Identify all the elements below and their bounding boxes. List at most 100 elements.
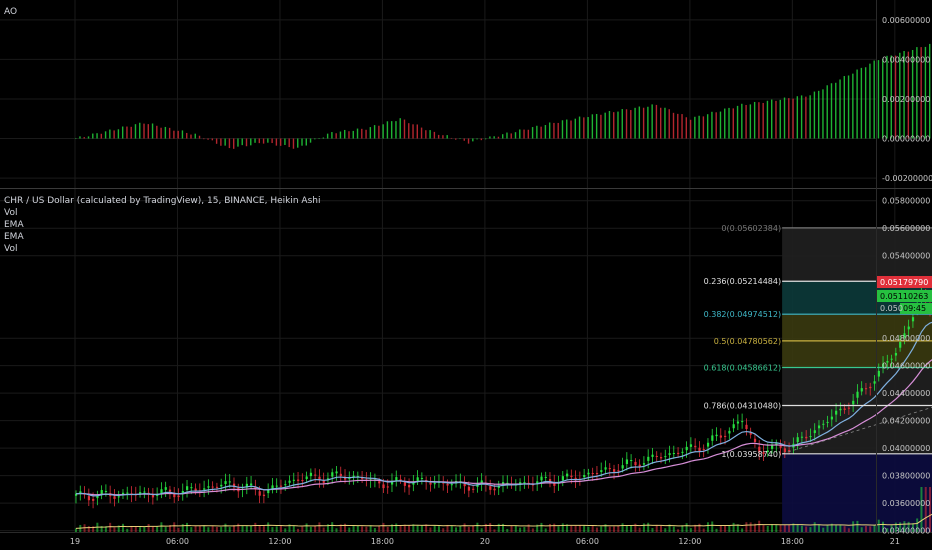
ao-bar <box>203 138 205 140</box>
ao-legend[interactable]: AO <box>4 7 17 17</box>
price-axis-tick: 0.03600000 <box>882 499 930 508</box>
ao-bar <box>860 67 863 139</box>
candle-body <box>771 444 774 449</box>
candle-body <box>267 489 270 494</box>
candle-body <box>450 484 453 486</box>
ao-bar <box>352 130 354 139</box>
volume-bar <box>920 487 923 532</box>
volume-bar <box>284 528 287 532</box>
ao-bar <box>416 124 418 139</box>
candle-body <box>783 448 787 453</box>
volume-bar <box>514 525 517 532</box>
fib-level-label: 1(0.03958740) <box>721 450 781 459</box>
candle-body <box>561 476 564 481</box>
volume-bar <box>390 524 393 532</box>
volume-bar <box>608 526 611 532</box>
volume-bar <box>489 522 492 532</box>
candle-body <box>297 479 300 481</box>
candle-body <box>758 446 761 453</box>
ao-bar <box>783 97 786 139</box>
ao-bar <box>271 138 273 144</box>
candle-body <box>852 400 855 405</box>
overlay-legend-vol-2[interactable]: Vol <box>4 244 17 254</box>
candle-body <box>651 454 654 457</box>
ao-bar <box>659 107 662 139</box>
ao-bar <box>694 116 696 139</box>
ao-bar <box>378 125 380 139</box>
ao-axis-tick: 0.00200000 <box>882 95 930 104</box>
candle-body <box>344 476 347 480</box>
ao-bar <box>899 52 901 139</box>
ao-bar <box>399 118 401 139</box>
volume-ma-line <box>75 513 932 529</box>
candle-body <box>600 470 603 472</box>
candle-body <box>433 483 436 485</box>
ao-bar <box>531 127 534 139</box>
volume-bar <box>258 525 261 532</box>
ao-bar <box>929 43 931 139</box>
volume-bar <box>903 521 906 532</box>
price-badges: 0.05179790 0.05110263 09:45 0.050 <box>877 276 932 314</box>
volume-bar <box>156 526 159 532</box>
ao-bar <box>595 113 598 139</box>
time-axis-labels[interactable]: 19 06:00 12:00 18:00 20 06:00 12:00 18:00 21 <box>70 537 900 546</box>
volume-bar <box>168 525 171 532</box>
candle-body <box>420 477 424 479</box>
candle-body <box>822 423 825 425</box>
volume-bar <box>664 528 667 532</box>
ao-bar <box>869 63 871 139</box>
candle-body <box>493 488 496 491</box>
volume-bar <box>190 527 193 532</box>
candles <box>75 286 932 509</box>
ao-bar <box>523 129 525 139</box>
ao-bar <box>514 132 517 139</box>
volume-bar <box>630 525 633 532</box>
ao-bar <box>87 136 90 139</box>
symbol-legend[interactable]: CHR / US Dollar (calculated by TradingVi… <box>4 196 320 206</box>
candle-body <box>608 468 611 470</box>
ao-bar <box>476 138 478 140</box>
candle-body <box>318 476 321 481</box>
ao-bar <box>309 138 312 143</box>
overlay-legend-ema-2[interactable]: EMA <box>4 232 24 242</box>
ao-bar <box>181 130 184 139</box>
candle-body <box>96 495 99 499</box>
volume-bar <box>668 524 671 532</box>
volume-bar <box>685 523 688 532</box>
candle-body <box>741 421 744 423</box>
candle-body <box>160 489 163 494</box>
ao-bar <box>194 133 196 139</box>
candle-body <box>766 450 769 452</box>
ao-bar <box>254 138 256 143</box>
volume-bar <box>194 526 197 532</box>
volume-bar <box>326 524 329 532</box>
volume-bar <box>929 487 931 532</box>
ao-bar <box>489 136 491 139</box>
overlay-legend-vol[interactable]: Vol <box>4 208 17 218</box>
volume-bar <box>339 524 342 532</box>
candle-body <box>711 435 714 441</box>
candle-body <box>706 442 710 447</box>
volume-bar <box>519 527 522 532</box>
ao-bar <box>395 121 397 139</box>
ao-bar <box>749 104 752 139</box>
candle-body <box>753 438 757 442</box>
candle-body <box>681 451 684 453</box>
volume-bar <box>356 525 359 532</box>
volume-bar <box>442 528 445 532</box>
volume-bar <box>557 526 560 532</box>
candle-body <box>664 456 667 458</box>
overlay-legend-ema-1[interactable]: EMA <box>4 220 24 230</box>
axis-labels[interactable]: 0.00600000 0.00400000 0.00200000 0.00000000… <box>882 16 932 536</box>
high-price-badge <box>877 276 932 288</box>
candle-body <box>860 388 863 392</box>
ao-bar <box>813 91 816 139</box>
fib-level-label: 0(0.05602384) <box>721 224 781 233</box>
ao-bar <box>617 111 619 139</box>
candle-body <box>480 480 483 484</box>
candle-body <box>899 341 902 348</box>
candle-body <box>702 449 705 451</box>
ao-bar <box>839 79 841 139</box>
ao-bar <box>621 109 623 139</box>
